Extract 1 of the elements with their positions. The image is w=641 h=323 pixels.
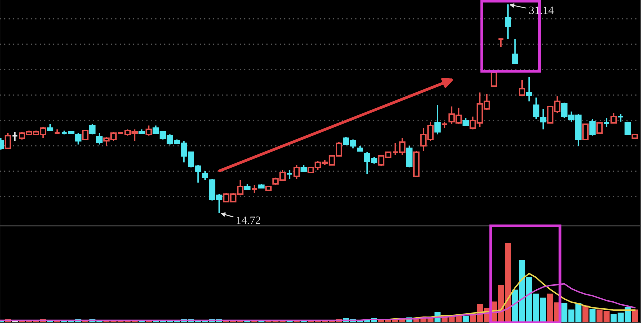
annotation: 14.72: [237, 216, 260, 224]
